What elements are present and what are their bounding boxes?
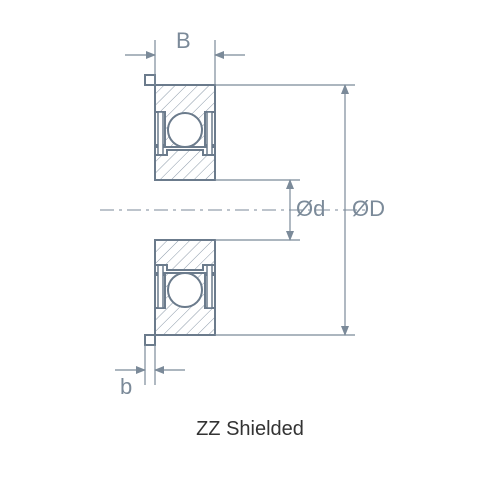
label-width-B: B bbox=[176, 28, 191, 54]
label-flange-width-b: b bbox=[120, 374, 132, 400]
label-bore-diameter: Ød bbox=[296, 196, 325, 222]
inner-race-bottom bbox=[155, 240, 215, 270]
shield-bot-right bbox=[207, 265, 212, 308]
flange-bottom bbox=[145, 335, 155, 345]
shield-top-right bbox=[207, 112, 212, 155]
bearing-diagram: B b Ød ØD ZZ Shielded bbox=[0, 0, 500, 500]
flange-top bbox=[145, 75, 155, 85]
inner-race-top bbox=[155, 150, 215, 180]
label-outer-diameter: ØD bbox=[352, 196, 385, 222]
shield-bot-left bbox=[158, 265, 163, 308]
caption: ZZ Shielded bbox=[0, 418, 500, 441]
shield-top-left bbox=[158, 112, 163, 155]
